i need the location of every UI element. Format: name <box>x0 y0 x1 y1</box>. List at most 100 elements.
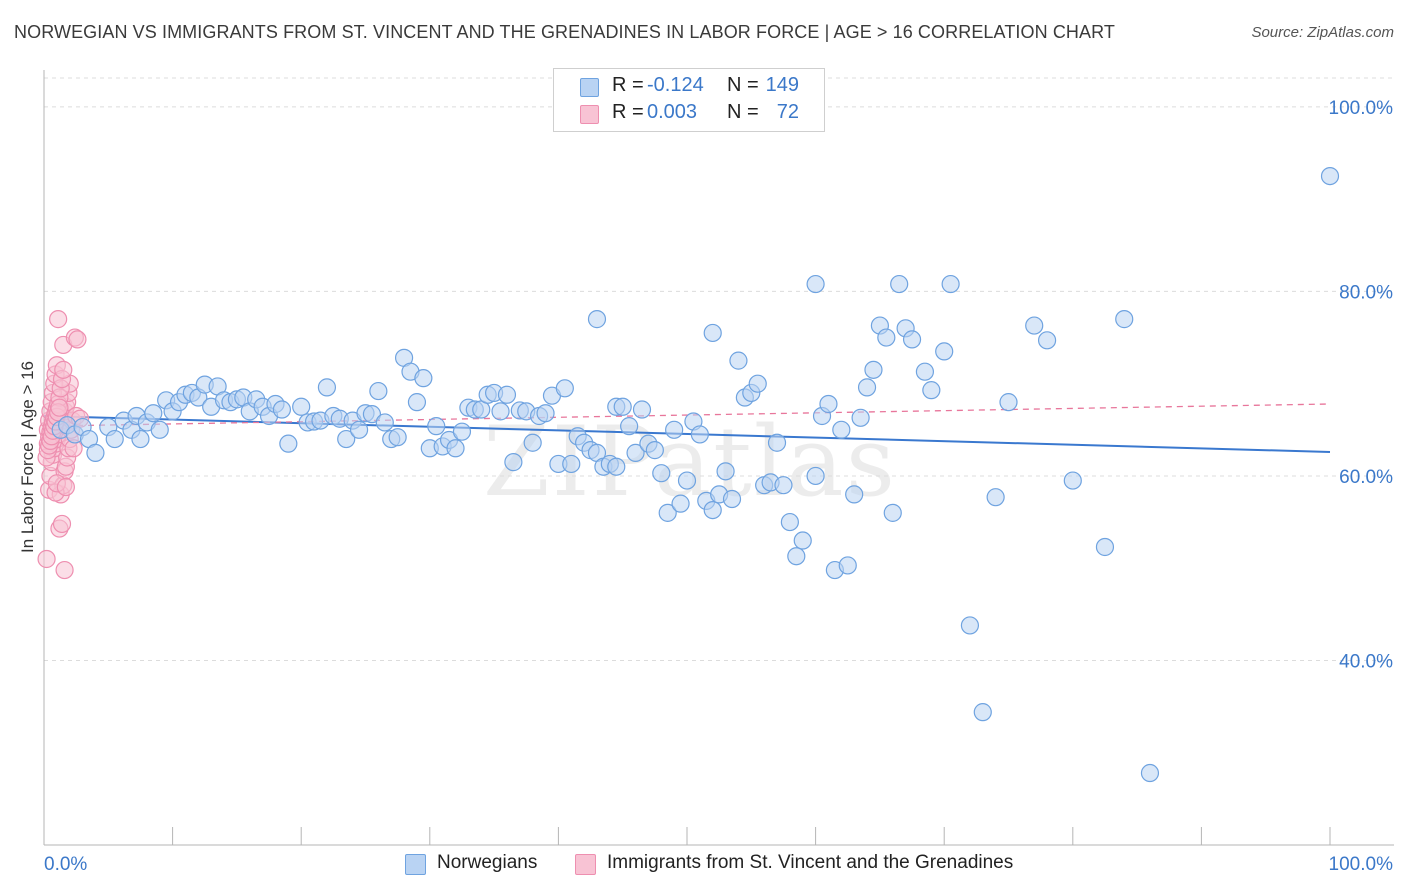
data-point <box>150 420 169 439</box>
data-point <box>54 360 73 379</box>
data-point <box>613 397 632 416</box>
data-point <box>1095 537 1115 557</box>
y-tick-label: 80.0% <box>1339 282 1393 303</box>
data-point <box>446 439 465 458</box>
n-value: 72 <box>776 101 799 123</box>
data-point <box>272 400 292 419</box>
data-point <box>632 400 652 419</box>
data-point <box>890 274 909 294</box>
data-point <box>819 394 838 414</box>
data-point <box>362 405 382 424</box>
data-point <box>491 402 510 421</box>
data-point <box>857 378 877 397</box>
data-point <box>55 560 74 580</box>
data-point <box>806 274 825 294</box>
data-point <box>703 500 722 520</box>
n-value: 149 <box>765 74 799 96</box>
stats-row-norwegians: R = -0.124 N = 149 <box>554 74 824 100</box>
data-point <box>902 330 922 349</box>
data-point <box>845 485 864 504</box>
data-point <box>337 429 356 449</box>
data-point <box>292 397 311 416</box>
data-point <box>716 462 735 481</box>
data-point <box>279 434 298 453</box>
data-point <box>973 703 992 722</box>
data-point <box>56 477 75 497</box>
data-point <box>105 429 124 449</box>
data-points <box>37 167 1340 783</box>
n-label: N = <box>727 101 759 123</box>
data-point <box>922 381 941 400</box>
data-point <box>427 417 446 436</box>
legend-label: Norwegians <box>437 852 538 873</box>
axis-labels: 40.0% 60.0% 80.0% 100.0% 0.0% 100.0% In Labor … <box>18 98 1393 875</box>
data-point <box>645 441 664 460</box>
data-point <box>915 362 935 381</box>
stats-row-immigrants: R = 0.003 N = 72 <box>554 101 824 127</box>
data-point <box>677 471 697 490</box>
x-tick-label: 0.0% <box>44 854 87 875</box>
data-point <box>626 443 645 462</box>
data-point <box>838 556 857 575</box>
data-point <box>690 425 709 444</box>
r-label: R = <box>612 74 644 96</box>
data-point <box>864 360 883 379</box>
gridlines <box>44 77 1394 661</box>
data-point <box>652 464 671 483</box>
data-point <box>414 369 433 388</box>
data-point <box>877 328 896 347</box>
r-label: R = <box>612 101 644 123</box>
data-point <box>369 381 388 401</box>
data-point <box>935 342 954 361</box>
data-point <box>52 514 72 534</box>
data-point <box>999 393 1018 412</box>
data-point <box>941 274 960 294</box>
data-point <box>774 476 793 495</box>
data-point <box>68 330 87 349</box>
data-point <box>671 494 690 513</box>
x-tick-label: 100.0% <box>1329 854 1394 875</box>
data-point <box>407 393 427 412</box>
y-tick-label: 40.0% <box>1339 651 1393 672</box>
data-point <box>1025 316 1044 335</box>
data-point <box>349 420 369 439</box>
n-label: N = <box>727 74 759 96</box>
stats-swatch-norwegians <box>580 78 599 97</box>
chart-title: NORWEGIAN VS IMMIGRANTS FROM ST. VINCENT… <box>14 22 1115 42</box>
legend-label: Immigrants from St. Vincent and the Gren… <box>607 852 1014 873</box>
stats-legend-box: R = -0.124 N = 149 R = 0.003 N = 72 <box>553 68 825 132</box>
data-point <box>86 443 105 462</box>
data-point <box>562 454 581 474</box>
data-point <box>1037 331 1057 350</box>
data-point <box>620 417 639 436</box>
data-point <box>1115 310 1134 329</box>
data-point <box>748 374 767 393</box>
data-point <box>767 433 787 452</box>
y-tick-label: 100.0% <box>1329 98 1394 119</box>
data-point <box>388 428 407 447</box>
y-tick-label: 60.0% <box>1339 467 1393 488</box>
y-axis-title: In Labor Force | Age > 16 <box>18 361 37 553</box>
data-point <box>665 420 684 439</box>
data-point <box>787 547 806 566</box>
data-point <box>607 457 626 476</box>
data-point <box>497 385 517 404</box>
data-point <box>832 420 851 439</box>
data-point <box>50 398 69 417</box>
data-point <box>144 404 163 423</box>
data-point <box>536 404 555 423</box>
data-point <box>729 351 748 370</box>
data-point <box>555 379 574 398</box>
data-point <box>1140 763 1160 783</box>
chart-source: Source: ZipAtlas.com <box>1251 24 1394 41</box>
data-point <box>1063 471 1082 490</box>
trend-lines <box>43 403 1331 453</box>
stats-swatch-immigrants <box>580 105 599 124</box>
data-point <box>851 408 870 427</box>
data-point <box>883 503 902 522</box>
data-point <box>523 433 542 452</box>
data-point <box>1320 167 1340 186</box>
data-point <box>806 466 825 486</box>
trend-line <box>43 403 1331 427</box>
